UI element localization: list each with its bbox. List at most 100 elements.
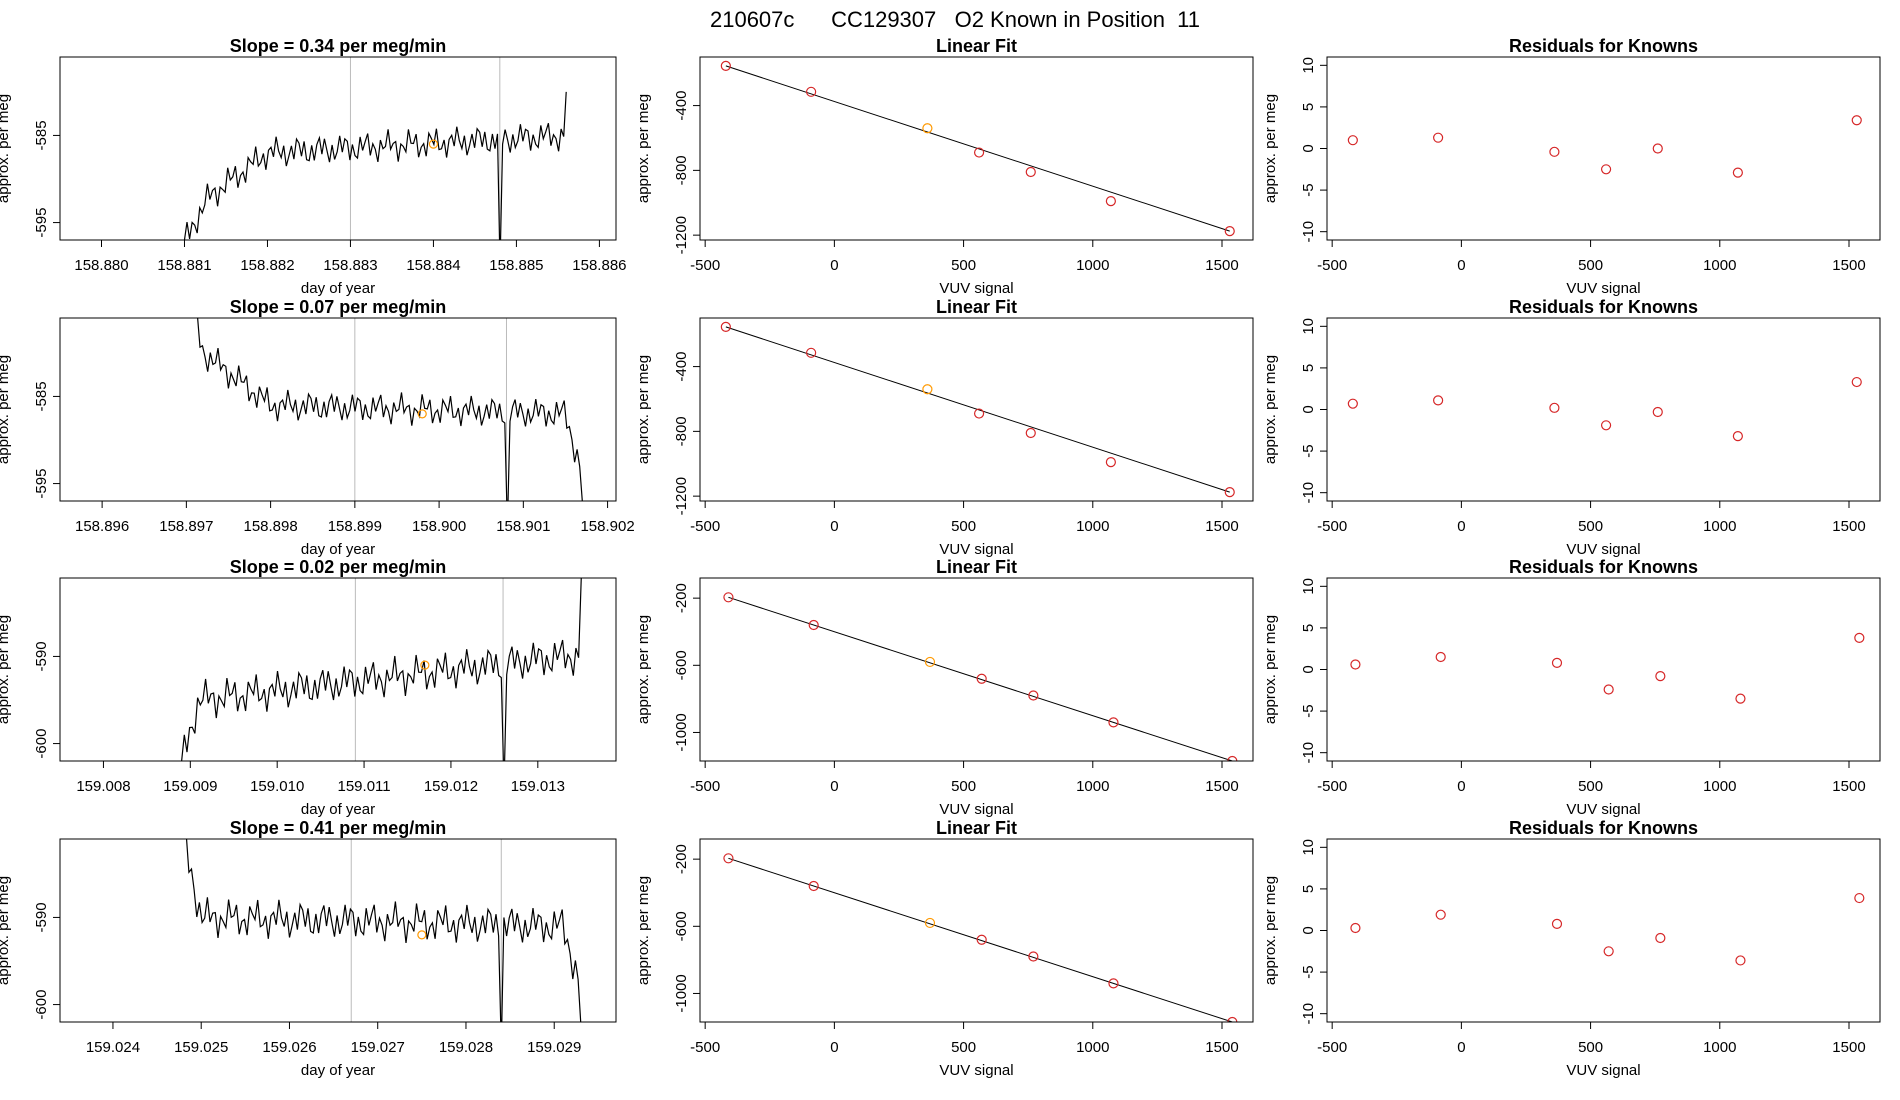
- data-point: [1854, 892, 1865, 904]
- x-tick-label: 159.027: [351, 1039, 405, 1056]
- y-tick-label: -1000: [673, 974, 690, 1012]
- x-axis-label: VUV signal: [1566, 1062, 1640, 1079]
- plot-frame: [1326, 56, 1881, 241]
- x-tick-label: 1500: [1832, 518, 1865, 535]
- plot-frame: [59, 838, 617, 1023]
- data-point: [1732, 431, 1743, 442]
- plot-frame: [699, 317, 1254, 502]
- x-tick-label: 500: [951, 1039, 976, 1056]
- plot-title: Linear Fit: [936, 557, 1017, 577]
- x-tick-label: 1500: [1205, 1039, 1238, 1056]
- y-tick-label: -400: [673, 91, 690, 121]
- x-tick-label: 159.025: [174, 1039, 228, 1056]
- series-plot-row-2: Slope = 0.07 per meg/min day of year appro…: [0, 297, 635, 558]
- data-point: [1433, 132, 1444, 143]
- data-point: [1551, 657, 1563, 668]
- data-point: [720, 60, 731, 72]
- plot-frame: [59, 56, 617, 241]
- x-axis-label: VUV signal: [939, 1062, 1013, 1079]
- x-tick-label: 159.024: [86, 1039, 140, 1056]
- y-axis-label: approx. per meg: [635, 355, 652, 464]
- highlight-point: [924, 917, 936, 929]
- data-point: [808, 619, 819, 631]
- x-tick-label: 158.901: [496, 518, 550, 535]
- series-plot-row-1: Slope = 0.34 per meg/min day of year appro…: [0, 36, 627, 297]
- y-axis-label: approx. per meg: [635, 876, 652, 985]
- signal-trace: [183, 91, 567, 240]
- x-tick-label: 158.897: [159, 518, 213, 535]
- x-tick-label: 158.881: [157, 257, 211, 274]
- x-tick-label: 0: [830, 518, 838, 535]
- y-axis-label: approx. per meg: [1262, 355, 1279, 464]
- x-tick-label: 0: [830, 1039, 838, 1056]
- data-point: [1347, 135, 1358, 146]
- y-tick-label: -200: [673, 583, 690, 613]
- figure-title: 210607c CC129307 O2 Known in Position 11: [710, 7, 1200, 32]
- x-tick-label: -500: [1317, 1039, 1347, 1056]
- x-axis-label: VUV signal: [939, 280, 1013, 297]
- data-point: [1028, 951, 1039, 962]
- y-tick-label: -595: [33, 469, 50, 499]
- y-tick-label: 10: [1300, 318, 1317, 335]
- x-tick-label: 1500: [1832, 1039, 1865, 1056]
- data-point: [806, 347, 817, 358]
- plot-title: Residuals for Knowns: [1509, 818, 1698, 838]
- data-point: [1224, 225, 1235, 237]
- x-tick-label: 158.896: [75, 518, 129, 535]
- y-tick-label: -5: [1300, 183, 1317, 196]
- data-point: [1350, 659, 1361, 670]
- x-tick-label: 158.885: [489, 257, 543, 274]
- data-point: [976, 673, 987, 684]
- data-point: [1549, 146, 1560, 157]
- plot-data-area: [1350, 632, 1865, 704]
- data-point: [1350, 922, 1361, 934]
- signal-trace: [183, 839, 582, 1022]
- plot-title: Residuals for Knowns: [1509, 557, 1698, 577]
- x-tick-label: 158.902: [580, 518, 634, 535]
- x-tick-label: 159.028: [439, 1039, 493, 1056]
- data-point: [1735, 955, 1746, 966]
- x-axis-label: day of year: [301, 541, 375, 558]
- x-tick-label: 500: [1578, 1039, 1603, 1056]
- data-point: [1732, 167, 1743, 178]
- data-point: [808, 880, 819, 892]
- x-tick-label: 500: [951, 518, 976, 535]
- x-tick-label: -500: [1317, 778, 1347, 795]
- signal-trace: [194, 318, 583, 501]
- x-tick-label: 1000: [1703, 778, 1736, 795]
- plot-title: Slope = 0.34 per meg/min: [230, 36, 447, 56]
- residual-plot-row-4: Residuals for Knowns VUV signal approx. pe…: [1262, 818, 1881, 1079]
- data-point: [1655, 932, 1666, 944]
- x-tick-label: 158.886: [572, 257, 626, 274]
- y-tick-label: 10: [1300, 578, 1317, 595]
- data-point: [1854, 632, 1865, 643]
- y-tick-label: -5: [1300, 965, 1317, 978]
- x-tick-label: 158.900: [412, 518, 466, 535]
- data-point: [1227, 1016, 1238, 1022]
- x-tick-label: 0: [1457, 518, 1465, 535]
- x-tick-label: 159.008: [76, 778, 130, 795]
- y-tick-label: 10: [1300, 57, 1317, 74]
- highlight-point: [924, 656, 936, 668]
- x-tick-label: 1000: [1703, 518, 1736, 535]
- data-point: [1108, 978, 1119, 989]
- x-tick-label: 1000: [1703, 257, 1736, 274]
- chart-grid: Slope = 0.34 per meg/min day of year appro…: [0, 36, 1881, 1079]
- plot-title: Slope = 0.02 per meg/min: [230, 557, 447, 577]
- series-plot-row-3: Slope = 0.02 per meg/min day of year appro…: [0, 557, 617, 818]
- y-tick-label: -800: [673, 155, 690, 185]
- plot-frame: [59, 577, 617, 762]
- y-tick-label: -600: [33, 990, 50, 1020]
- data-point: [1108, 717, 1119, 728]
- x-tick-label: 159.009: [163, 778, 217, 795]
- y-tick-label: -600: [33, 729, 50, 759]
- highlight-point: [922, 384, 933, 395]
- y-tick-label: -10: [1300, 482, 1317, 504]
- x-tick-label: 159.029: [527, 1039, 581, 1056]
- plot-title: Residuals for Knowns: [1509, 297, 1698, 317]
- data-point: [1603, 684, 1614, 695]
- data-point: [723, 592, 734, 603]
- data-point: [973, 147, 985, 158]
- y-tick-label: 5: [1300, 885, 1317, 893]
- series-plot-row-4: Slope = 0.41 per meg/min day of year appro…: [0, 818, 617, 1079]
